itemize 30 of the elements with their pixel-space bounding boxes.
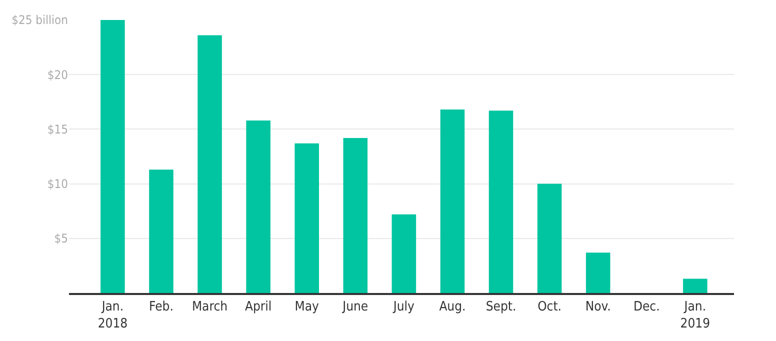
bar [683, 278, 708, 293]
bar [392, 214, 416, 293]
bar [343, 138, 368, 293]
x-tick-label: July [392, 299, 415, 314]
bar [440, 110, 465, 293]
x-tick-label: Dec. [633, 299, 660, 314]
bar [149, 170, 174, 293]
x-tick-label: April [244, 299, 272, 314]
x-tick-label: Sept. [486, 299, 516, 314]
x-tick-label: Feb. [149, 299, 174, 314]
bar [586, 252, 610, 293]
y-tick-label: $25 billion [12, 13, 68, 28]
y-tick-label: $5 [54, 232, 68, 246]
x-tick-label: Jan. 2019 [680, 299, 710, 332]
x-tick-label: May [294, 299, 320, 314]
bar [537, 184, 562, 293]
x-tick-label: Oct. [538, 299, 562, 314]
x-tick-label: Nov. [585, 299, 611, 314]
bar [100, 20, 125, 293]
x-tick-label: June [342, 299, 368, 314]
bar [294, 143, 319, 293]
bar [246, 120, 270, 293]
y-tick-label: $15 [47, 122, 68, 136]
x-tick-label: Aug. [439, 299, 466, 314]
y-tick-label: $10 [47, 177, 68, 191]
x-tick-label: March [192, 299, 228, 314]
bar [488, 110, 514, 293]
x-tick-label: Jan. 2018 [98, 299, 128, 332]
bar [198, 35, 222, 293]
y-tick-label: $20 [47, 68, 68, 82]
